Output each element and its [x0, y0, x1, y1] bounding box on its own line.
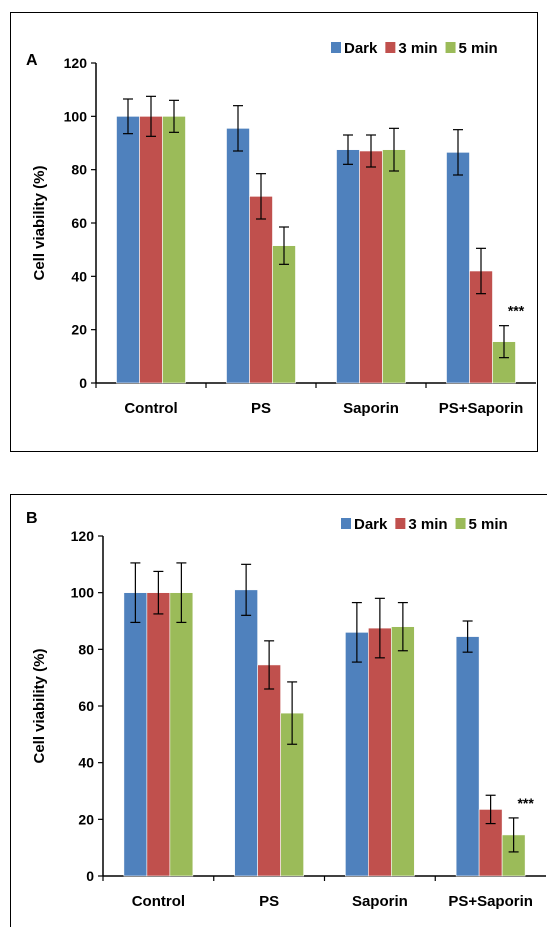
x-tick-label: Saporin [352, 893, 408, 910]
x-tick-label: PS [251, 400, 271, 417]
bar [345, 632, 369, 877]
bar [257, 664, 281, 877]
legend-swatch [385, 42, 396, 53]
legend-swatch [455, 518, 466, 529]
y-tick-label: 100 [71, 585, 95, 601]
y-tick-label: 60 [78, 698, 94, 714]
y-tick-label: 60 [71, 215, 87, 231]
y-tick-label: 20 [71, 322, 87, 338]
x-tick-label: PS+Saporin [439, 400, 524, 417]
y-tick-label: 80 [71, 162, 87, 178]
bar [382, 149, 406, 384]
bar [226, 128, 250, 384]
bar [162, 116, 186, 384]
bar [336, 149, 360, 384]
bar [391, 626, 415, 877]
y-tick-label: 0 [79, 375, 87, 391]
y-tick-label: 100 [64, 108, 88, 124]
legend-label: Dark [354, 516, 388, 533]
y-tick-label: 120 [71, 528, 95, 544]
x-tick-label: Control [132, 893, 185, 910]
chart-panel-a: A 0 20 40 60 80 100 120 Cell viability (%) Contro… [10, 12, 538, 452]
significance-annotation: *** [517, 795, 534, 811]
bar-chart-b: B 0 20 40 60 80 100 120 Cell viability (%) Contro… [26, 510, 546, 910]
legend-label: Dark [344, 40, 378, 57]
legend-label: 3 min [398, 40, 437, 57]
bar [368, 627, 392, 877]
bar [234, 589, 258, 877]
bar [446, 152, 470, 384]
bar [272, 245, 296, 384]
x-tick-label: PS [259, 893, 279, 910]
bar [116, 116, 140, 384]
x-tick-label: Control [124, 400, 177, 417]
bar [359, 150, 383, 384]
significance-annotation: *** [508, 303, 525, 319]
bar [123, 592, 148, 877]
bar [455, 636, 480, 877]
x-tick-label: PS+Saporin [448, 893, 533, 910]
x-tick-label: Saporin [343, 400, 399, 417]
y-tick-label: 0 [86, 868, 94, 884]
bar [249, 196, 273, 384]
y-tick-label: 40 [71, 268, 87, 284]
y-axis-label: Cell viability (%) [31, 648, 48, 763]
y-tick-label: 80 [78, 641, 94, 657]
y-tick-label: 40 [78, 755, 94, 771]
chart-panel-b: B 0 20 40 60 80 100 120 Cell viability (%) Contro… [10, 494, 547, 927]
panel-label: B [26, 510, 38, 527]
bar [146, 592, 171, 877]
legend-label: 3 min [408, 516, 447, 533]
y-axis-label: Cell viability (%) [31, 165, 48, 280]
legend-swatch [395, 518, 406, 529]
panel-label: A [26, 52, 38, 69]
legend-label: 5 min [469, 516, 508, 533]
y-tick-label: 20 [78, 811, 94, 827]
bar [139, 116, 163, 384]
bar-chart-a: A 0 20 40 60 80 100 120 Cell viability (%) Contro… [26, 40, 536, 417]
y-tick-label: 120 [64, 55, 88, 71]
legend-swatch [331, 42, 341, 53]
bar [169, 592, 194, 877]
legend-swatch [445, 42, 456, 53]
legend-label: 5 min [459, 40, 498, 57]
legend-swatch [341, 518, 351, 529]
